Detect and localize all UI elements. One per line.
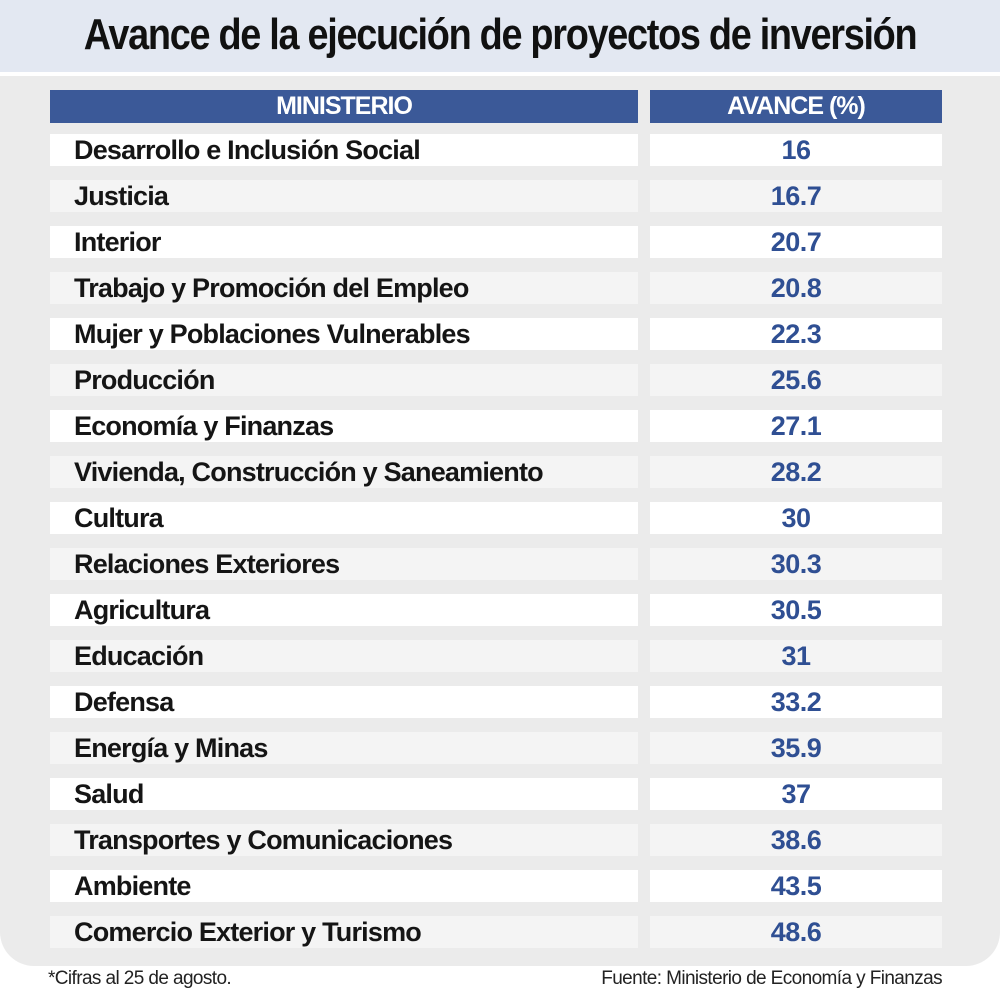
avance-value-cell: 37 [650,778,942,810]
table-row: Interior 20.7 [50,226,942,258]
ministry-cell: Interior [50,226,638,258]
column-header-avance: AVANCE (%) [650,90,942,123]
column-header-ministerio: MINISTERIO [50,90,638,123]
avance-value-cell: 22.3 [650,318,942,350]
avance-value-cell: 20.8 [650,272,942,304]
ministry-cell: Vivienda, Construcción y Saneamiento [50,456,638,488]
avance-value-cell: 27.1 [650,410,942,442]
ministry-cell: Energía y Minas [50,732,638,764]
table-row: Justicia 16.7 [50,180,942,212]
avance-value-cell: 16 [650,134,942,166]
ministry-cell: Agricultura [50,594,638,626]
table-row: Transportes y Comunicaciones 38.6 [50,824,942,856]
ministry-cell: Ambiente [50,870,638,902]
avance-value-cell: 31 [650,640,942,672]
ministry-cell: Economía y Finanzas [50,410,638,442]
table-row: Producción 25.6 [50,364,942,396]
table-row: Ambiente 43.5 [50,870,942,902]
table-row: Trabajo y Promoción del Empleo 20.8 [50,272,942,304]
page-title: Avance de la ejecución de proyectos de i… [0,10,1000,60]
table-row: Defensa 33.2 [50,686,942,718]
table-row: Cultura 30 [50,502,942,534]
avance-value-cell: 30.3 [650,548,942,580]
avance-value-cell: 30.5 [650,594,942,626]
ministry-cell: Salud [50,778,638,810]
table-row: Relaciones Exteriores 30.3 [50,548,942,580]
source-note: Fuente: Ministerio de Economía y Finanza… [601,968,942,989]
table-row: Mujer y Poblaciones Vulnerables 22.3 [50,318,942,350]
avance-value-cell: 16.7 [650,180,942,212]
ministry-cell: Relaciones Exteriores [50,548,638,580]
ministry-cell: Mujer y Poblaciones Vulnerables [50,318,638,350]
avance-value-cell: 43.5 [650,870,942,902]
ministry-cell: Desarrollo e Inclusión Social [50,134,638,166]
table-row: Vivienda, Construcción y Saneamiento 28.2 [50,456,942,488]
avance-value-cell: 28.2 [650,456,942,488]
table-row: Energía y Minas 35.9 [50,732,942,764]
table-row: Comercio Exterior y Turismo 48.6 [50,916,942,948]
ministry-cell: Transportes y Comunicaciones [50,824,638,856]
table-row: Salud 37 [50,778,942,810]
avance-value-cell: 48.6 [650,916,942,948]
title-text: Avance de la ejecución de proyectos de i… [83,10,918,59]
ministry-cell: Educación [50,640,638,672]
avance-value-cell: 20.7 [650,226,942,258]
ministry-cell: Trabajo y Promoción del Empleo [50,272,638,304]
ministry-cell: Comercio Exterior y Turismo [50,916,638,948]
avance-value-cell: 30 [650,502,942,534]
table-row: Desarrollo e Inclusión Social 16 [50,134,942,166]
avance-value-cell: 25.6 [650,364,942,396]
table-row: Agricultura 30.5 [50,594,942,626]
avance-value-cell: 33.2 [650,686,942,718]
ministry-cell: Defensa [50,686,638,718]
avance-value-cell: 35.9 [650,732,942,764]
title-band [0,0,1000,72]
ministry-cell: Producción [50,364,638,396]
table-row: Educación 31 [50,640,942,672]
ministry-cell: Cultura [50,502,638,534]
ministry-cell: Justicia [50,180,638,212]
table-row: Economía y Finanzas 27.1 [50,410,942,442]
avance-value-cell: 38.6 [650,824,942,856]
footnote: *Cifras al 25 de agosto. [48,968,232,989]
